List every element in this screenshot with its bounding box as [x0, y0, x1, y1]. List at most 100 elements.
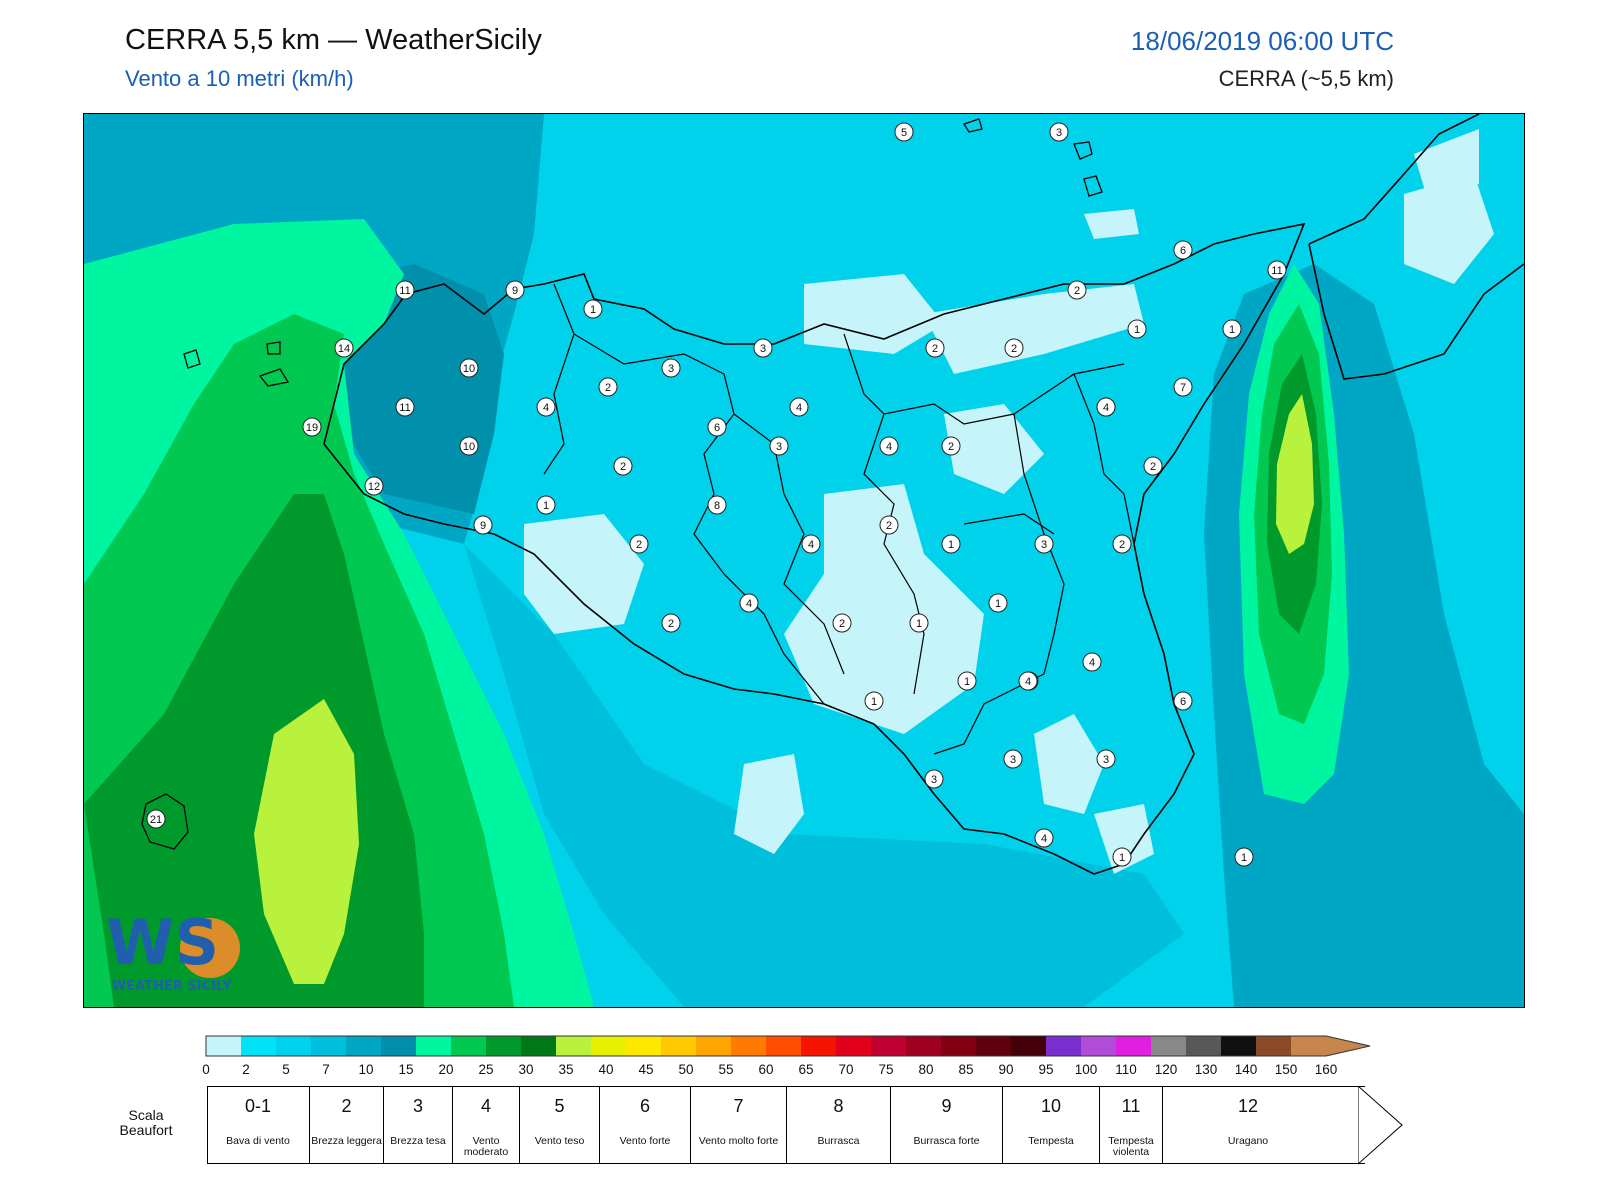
station-marker-circle: [879, 515, 899, 535]
station-value: 1: [543, 500, 549, 512]
beaufort-class: 8 Burrasca: [787, 1086, 891, 1164]
colorbar-arrow: [1326, 1036, 1370, 1056]
colorbar-swatch: [206, 1036, 242, 1056]
logo-ws-text: WS: [106, 906, 219, 979]
beaufort-number: 4: [480, 1096, 491, 1116]
colorbar-tick-label: 90: [998, 1062, 1014, 1077]
station-values: 5361111914101119101291332446342212214282…: [146, 122, 1287, 867]
station-marker-circle: [598, 377, 618, 397]
colorbar-tick-label: 110: [1115, 1062, 1137, 1077]
station-marker: 4: [739, 593, 759, 613]
station-marker-circle: [1003, 749, 1023, 769]
beaufort-description: Burrasca forte: [913, 1135, 980, 1147]
colorbar-tick-label: 60: [758, 1062, 774, 1077]
station-marker: 1: [536, 495, 556, 515]
station-marker: 1: [1127, 319, 1147, 339]
colorbar-swatch: [1186, 1036, 1222, 1056]
colorbar-tick-label: 140: [1234, 1062, 1258, 1077]
station-marker-circle: [925, 338, 945, 358]
colorbar-swatch: [241, 1036, 277, 1056]
colorbar-swatch: [976, 1036, 1012, 1056]
station-value: 19: [306, 422, 318, 434]
station-marker: 11: [1267, 260, 1287, 280]
station-marker: 4: [1018, 671, 1038, 691]
station-value: 3: [1010, 754, 1016, 766]
station-value: 4: [808, 539, 814, 551]
station-value: 4: [1089, 657, 1095, 669]
colorbar-swatch: [311, 1036, 347, 1056]
station-marker: 2: [598, 377, 618, 397]
beaufort-number: 12: [1237, 1096, 1259, 1116]
station-marker: 1: [864, 691, 884, 711]
beaufort-description: Brezza tesa: [390, 1135, 446, 1147]
station-marker: 3: [753, 338, 773, 358]
station-value: 2: [636, 539, 642, 551]
colorbar-swatch: [381, 1036, 417, 1056]
colorbar-tick-label: 35: [558, 1062, 574, 1077]
station-marker: 3: [1034, 534, 1054, 554]
station-marker-circle: [1222, 319, 1242, 339]
beaufort-number: 9: [941, 1096, 952, 1116]
station-marker-circle: [1067, 280, 1087, 300]
station-value: 4: [746, 598, 752, 610]
station-marker-circle: [1096, 397, 1116, 417]
beaufort-description: Bava di vento: [226, 1135, 290, 1147]
station-value: 11: [399, 285, 410, 297]
station-value: 6: [1180, 245, 1186, 257]
station-marker: 2: [1004, 338, 1024, 358]
station-marker-circle: [505, 280, 525, 300]
station-marker-circle: [753, 338, 773, 358]
colorbar-swatch: [801, 1036, 837, 1056]
station-value: 2: [620, 461, 626, 473]
station-marker: 1: [1112, 847, 1132, 867]
station-value: 4: [1041, 833, 1047, 845]
beaufort-description: Burrasca: [817, 1135, 860, 1147]
station-value: 1: [1134, 324, 1140, 336]
station-value: 3: [1041, 539, 1047, 551]
station-value: 1: [916, 618, 922, 630]
beaufort-arrow: [1358, 1086, 1403, 1165]
station-value: 1: [964, 676, 970, 688]
station-marker: 2: [1112, 534, 1132, 554]
station-marker: 21: [146, 809, 166, 829]
egadi-islands: [183, 341, 290, 387]
station-value: 10: [463, 363, 475, 375]
station-marker: 12: [364, 476, 384, 496]
colorbar-swatch: [766, 1036, 802, 1056]
colorbar-swatch: [1221, 1036, 1257, 1056]
station-marker: 3: [1096, 749, 1116, 769]
calm-area-2: [784, 484, 984, 734]
station-value: 2: [932, 343, 938, 355]
station-marker: 3: [769, 436, 789, 456]
station-marker-circle: [894, 122, 914, 142]
station-marker: 1: [1234, 847, 1254, 867]
station-marker: 2: [629, 534, 649, 554]
station-marker-circle: [941, 534, 961, 554]
colorbar-tick-label: 50: [678, 1062, 694, 1077]
calm-area-11: [944, 404, 1044, 494]
station-marker-circle: [1173, 377, 1193, 397]
station-value: 3: [760, 343, 766, 355]
colorbar-swatch: [871, 1036, 907, 1056]
station-value: 6: [714, 422, 720, 434]
colorbar-tick-label: 85: [958, 1062, 974, 1077]
colorbar-tick-label: 15: [398, 1062, 414, 1077]
beaufort-class: 0-1 Bava di vento: [207, 1086, 310, 1164]
station-marker-circle: [769, 436, 789, 456]
calm-area-9: [1414, 129, 1479, 204]
station-marker: 2: [661, 613, 681, 633]
colorbar-swatch: [696, 1036, 732, 1056]
station-marker: 19: [302, 417, 322, 437]
station-marker-circle: [924, 769, 944, 789]
station-marker: 3: [1049, 122, 1069, 142]
station-marker-circle: [864, 691, 884, 711]
station-value: 2: [1119, 539, 1125, 551]
station-marker: 6: [1173, 691, 1193, 711]
station-value: 3: [931, 774, 937, 786]
colorbar-tick-label: 150: [1274, 1062, 1298, 1077]
station-marker-circle: [801, 534, 821, 554]
station-marker: 3: [924, 769, 944, 789]
station-marker-circle: [1034, 828, 1054, 848]
station-value: 3: [776, 441, 782, 453]
colorbar-tick-label: 80: [918, 1062, 934, 1077]
